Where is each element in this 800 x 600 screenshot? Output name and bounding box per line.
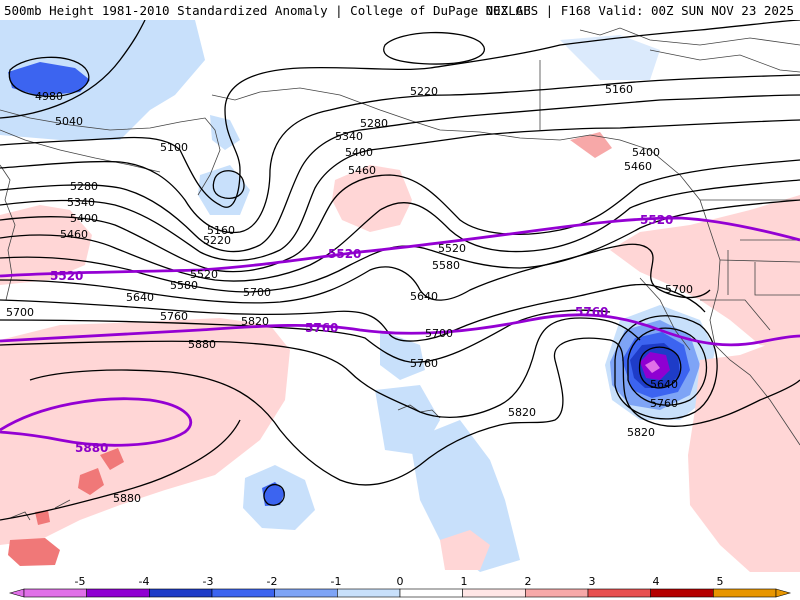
highlight-label: 5760 bbox=[305, 321, 338, 335]
contour-label: 5700 bbox=[665, 283, 693, 296]
header-bar: 500mb Height 1981-2010 Standardized Anom… bbox=[0, 0, 800, 20]
colorbar-segment bbox=[650, 588, 714, 598]
highlight-label: 5880 bbox=[75, 441, 108, 455]
contour-label: 5640 bbox=[650, 378, 678, 391]
anomaly-colorbar: -5 -4 -3 -2 -1 0 1 2 3 4 5 bbox=[0, 572, 800, 600]
contour-label: 5580 bbox=[170, 279, 198, 292]
strong-positive-anomaly bbox=[8, 132, 612, 566]
colorbar-tick: -5 bbox=[75, 575, 86, 588]
colorbar-tick: -3 bbox=[203, 575, 214, 588]
contour-label: 5100 bbox=[160, 141, 188, 154]
product-title: 500mb Height 1981-2010 Standardized Anom… bbox=[4, 3, 531, 18]
contour-label: 5520 bbox=[190, 268, 218, 281]
colorbar-segment bbox=[23, 588, 87, 598]
contour-label: 5280 bbox=[70, 180, 98, 193]
colorbar-tick: -4 bbox=[139, 575, 150, 588]
highlight-label: 5760 bbox=[575, 305, 608, 319]
contour-labels: 4980 5040 5100 5160 5220 5220 5280 5280 … bbox=[6, 83, 693, 505]
contour-label: 5820 bbox=[508, 406, 536, 419]
contour-label: 5160 bbox=[207, 224, 235, 237]
colorbar-tick: 5 bbox=[717, 575, 724, 588]
colorbar-segment bbox=[462, 588, 526, 598]
contour-label: 5400 bbox=[70, 212, 98, 225]
colorbar-tick: 3 bbox=[589, 575, 596, 588]
contour-label: 5400 bbox=[345, 146, 373, 159]
contour-label: 5700 bbox=[243, 286, 271, 299]
contour-label: 5640 bbox=[126, 291, 154, 304]
colorbar-segment bbox=[274, 588, 338, 598]
colorbar-segment bbox=[713, 588, 777, 598]
contour-label: 5820 bbox=[241, 315, 269, 328]
colorbar-tick: -2 bbox=[267, 575, 278, 588]
colorbar-arrow-right bbox=[775, 588, 792, 598]
colorbar-tick: 1 bbox=[461, 575, 468, 588]
contour-label: 5400 bbox=[632, 146, 660, 159]
contour-label: 5700 bbox=[6, 306, 34, 319]
colorbar-arrow-left bbox=[8, 588, 25, 598]
weather-map: 4980 5040 5100 5160 5220 5220 5280 5280 … bbox=[0, 20, 800, 572]
colorbar-segment bbox=[149, 588, 213, 598]
contour-label: 5760 bbox=[410, 357, 438, 370]
colorbar-tick: 4 bbox=[653, 575, 660, 588]
contour-label: 5880 bbox=[113, 492, 141, 505]
contour-label: 5220 bbox=[203, 234, 231, 247]
contour-label: 5700 bbox=[425, 327, 453, 340]
colorbar-segment bbox=[337, 588, 401, 598]
contour-label: 5640 bbox=[410, 290, 438, 303]
contour-label: 5340 bbox=[335, 130, 363, 143]
contour-label: 5880 bbox=[188, 338, 216, 351]
highlight-label: 5520 bbox=[50, 269, 83, 283]
valid-time-label: 00Z GFS | F168 Valid: 00Z SUN NOV 23 202… bbox=[485, 3, 794, 18]
contour-label: 5820 bbox=[627, 426, 655, 439]
colorbar-segment bbox=[525, 588, 589, 598]
contour-label: 5460 bbox=[624, 160, 652, 173]
contour-label: 5280 bbox=[360, 117, 388, 130]
highlight-label: 5520 bbox=[328, 247, 361, 261]
contour-label: 5460 bbox=[60, 228, 88, 241]
highlight-label: 5520 bbox=[640, 213, 673, 227]
contour-label: 5160 bbox=[605, 83, 633, 96]
contour-label: 5580 bbox=[432, 259, 460, 272]
colorbar-segment bbox=[587, 588, 651, 598]
contour-label: 5460 bbox=[348, 164, 376, 177]
contour-label: 5520 bbox=[438, 242, 466, 255]
contour-label: 5760 bbox=[160, 310, 188, 323]
strong-negative-anomaly bbox=[8, 62, 700, 506]
highlight-contour-labels: 5520 5520 5520 5760 5760 5880 bbox=[50, 213, 673, 455]
colorbar-ticks: -5 -4 -3 -2 -1 0 1 2 3 4 5 bbox=[75, 575, 724, 588]
colorbar-tick: 2 bbox=[525, 575, 532, 588]
colorbar-segment bbox=[211, 588, 275, 598]
colorbar-segment bbox=[86, 588, 150, 598]
contour-label: 5340 bbox=[67, 196, 95, 209]
positive-anomaly-shading bbox=[0, 165, 800, 572]
contour-label: 5760 bbox=[650, 397, 678, 410]
colorbar-segments bbox=[8, 588, 792, 598]
contour-label: 4980 bbox=[35, 90, 63, 103]
colorbar-tick: 0 bbox=[397, 575, 404, 588]
colorbar-segment bbox=[399, 588, 463, 598]
highlight-contours bbox=[0, 216, 800, 447]
colorbar-tick: -1 bbox=[331, 575, 342, 588]
coastlines bbox=[0, 27, 800, 521]
contour-label: 5220 bbox=[410, 85, 438, 98]
contour-label: 5040 bbox=[55, 115, 83, 128]
